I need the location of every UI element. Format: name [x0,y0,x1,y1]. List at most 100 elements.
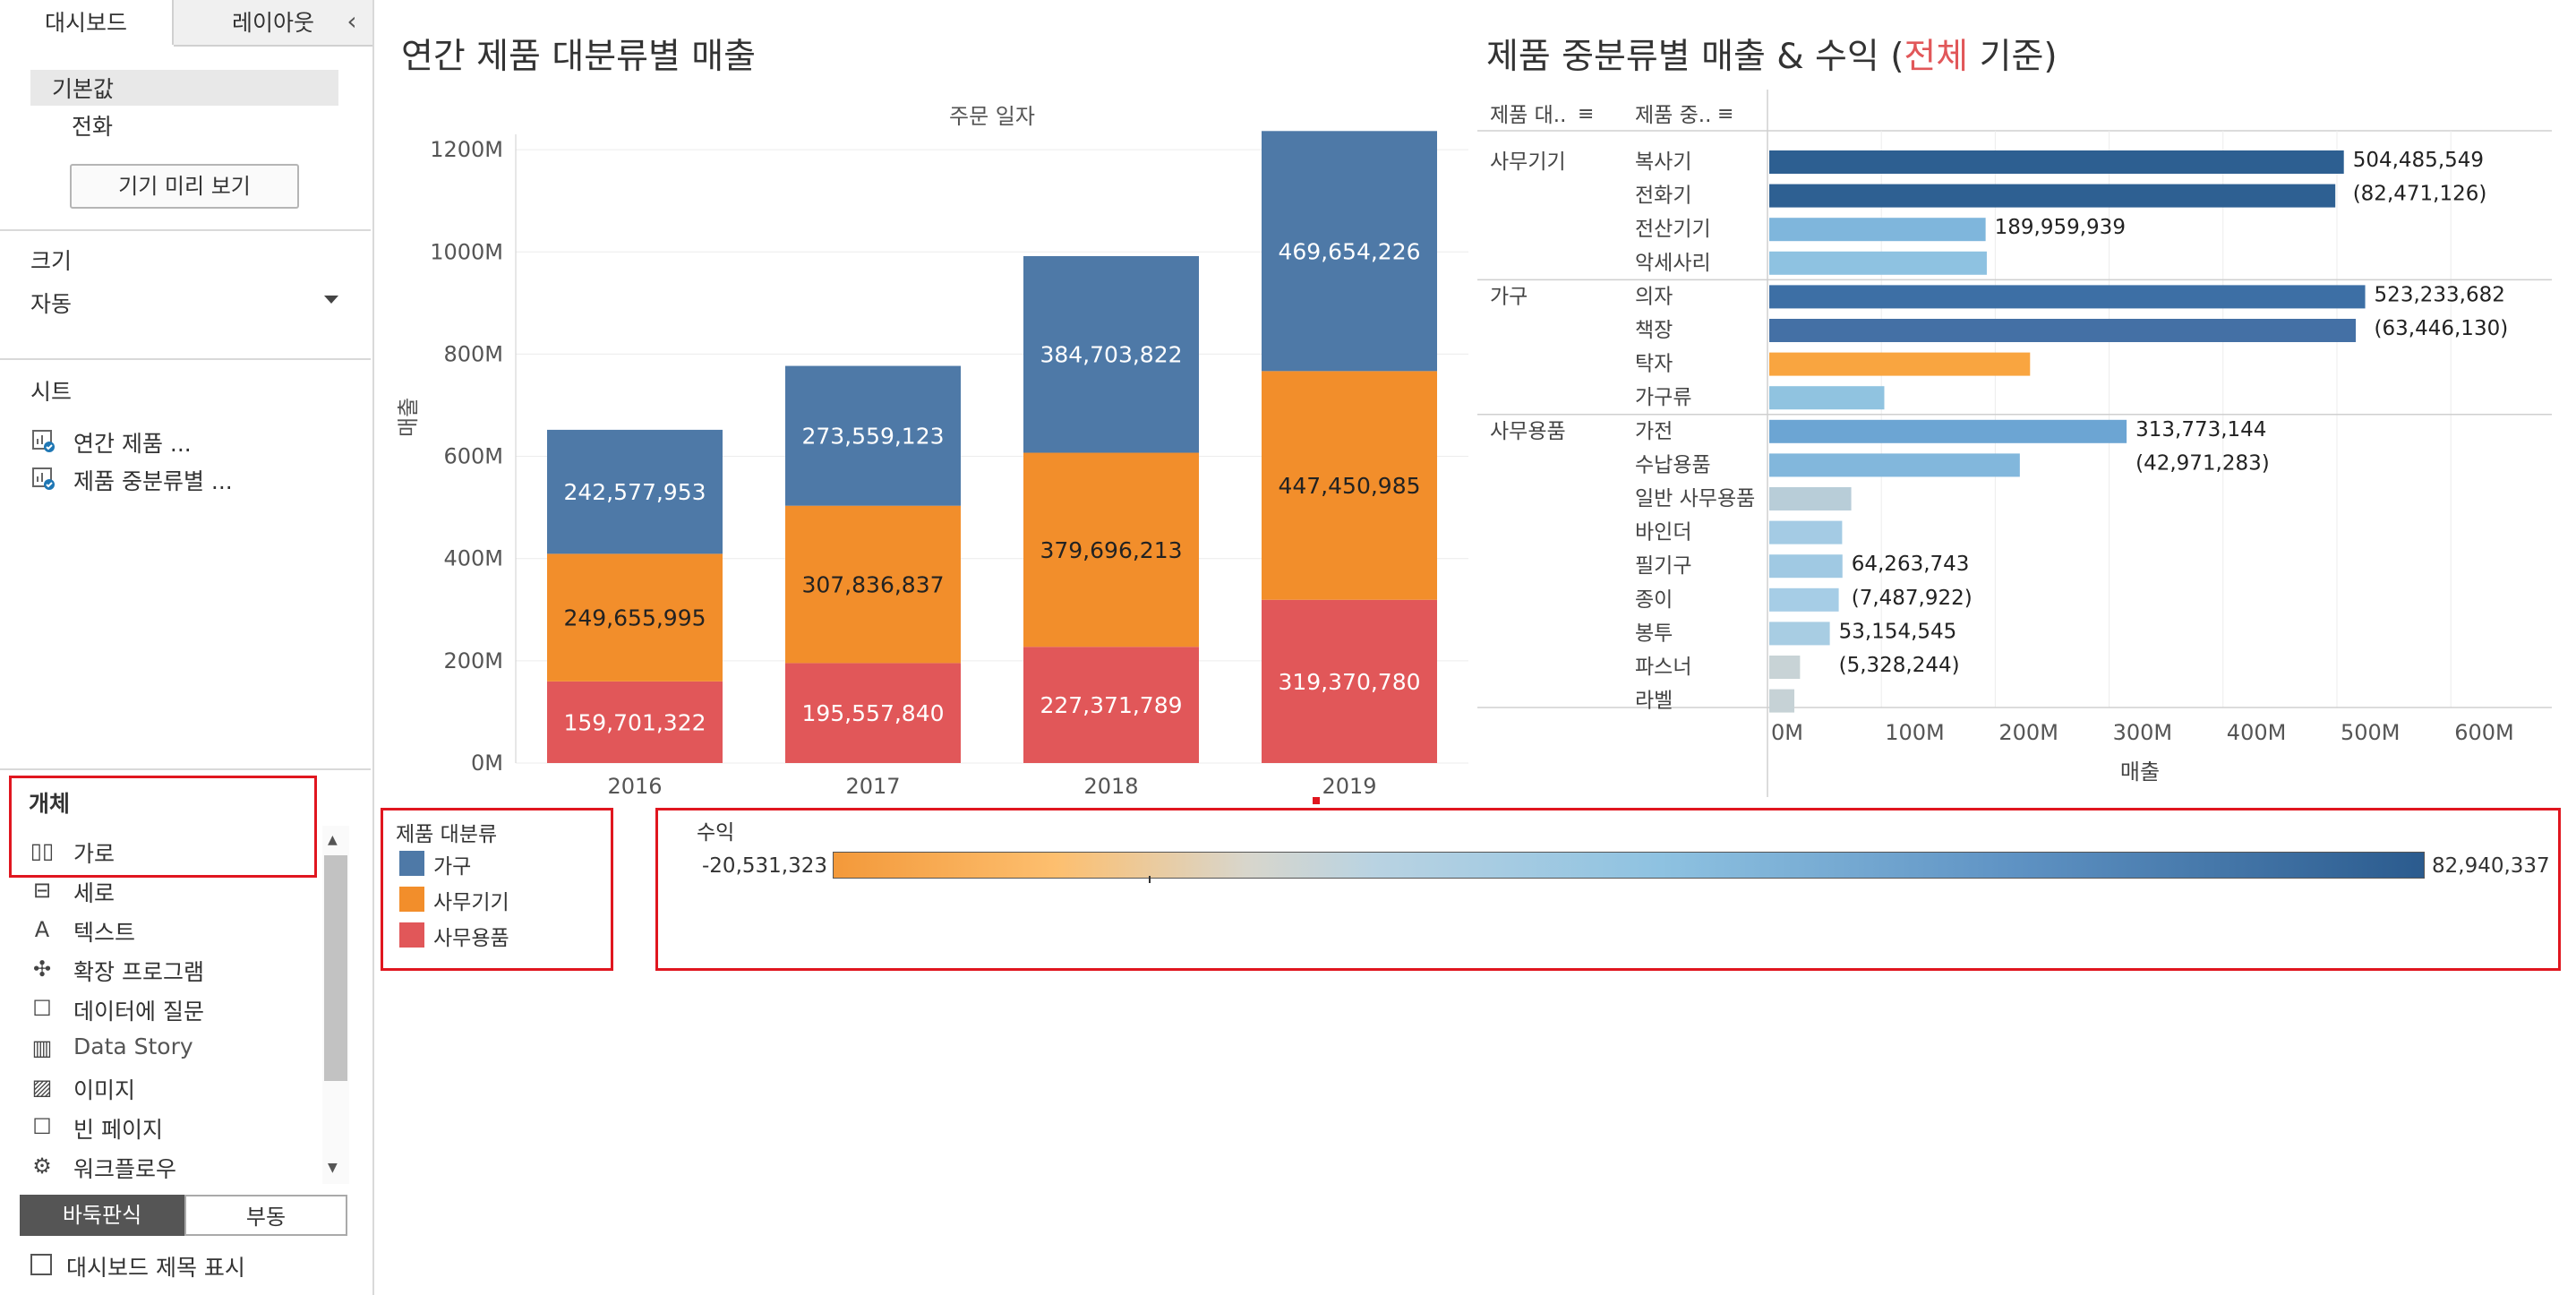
x-tick-label: 400M [2227,720,2287,745]
legend-swatch-office-supplies[interactable] [399,922,424,948]
bar-segment-office-supplies-2018 [1023,647,1199,763]
tab-dashboard[interactable]: 대시보드 [0,0,174,45]
tab-layout[interactable]: 레이아웃 [174,0,372,47]
profit-zero-tick [1149,876,1151,883]
size-label: 크기 [30,248,73,274]
chart2-title-highlight: 전체 [1904,37,1969,77]
subcategory-bar [1769,285,2366,309]
object-item-workflow[interactable]: 워크플로우 [73,1156,177,1182]
subcategory-label: 종이 [1635,588,1673,612]
divider [0,229,371,231]
subcategory-label: 가전 [1635,420,1673,443]
bar-data-label: 469,654,226 [1278,238,1420,264]
subcategory-label: 전화기 [1635,184,1691,208]
device-preview-button[interactable]: 기기 미리 보기 [70,164,299,209]
object-item-horizontal[interactable]: 가로 [73,841,116,867]
bar-segment-office-machines-2016 [547,553,723,682]
chart1-title: 연간 제품 대분류별 매출 [401,37,756,77]
profit-legend-title: 수익 [697,821,735,845]
bar-segment-office-machines-2017 [785,505,961,664]
collapse-panel-icon[interactable]: ‹ [347,6,357,36]
object-item-vertical[interactable]: 세로 [73,880,116,906]
bar-segment-furniture-2019 [1262,131,1437,372]
objects-scrollbar-thumb[interactable] [324,855,347,1081]
legend-swatch-furniture[interactable] [399,851,424,876]
object-item-text[interactable]: 텍스트 [73,920,136,946]
object-item-extension[interactable]: 확장 프로그램 [73,959,204,985]
divider [0,768,371,770]
device-item-phone[interactable]: 전화 [72,114,114,140]
horizontal-container-icon: ▯▯ [30,838,55,863]
legend-item-furniture[interactable]: 가구 [433,855,472,879]
subcategory-bar [1769,689,1794,713]
legend-item-office-machines[interactable]: 사무기기 [433,891,509,914]
bar-segment-office-supplies-2019 [1262,599,1437,763]
subcategory-label: 바인더 [1635,521,1691,545]
subcategory-bar [1769,487,1852,510]
chart2-title-part1: 제품 중분류별 매출 & 수익 ( [1486,37,1904,77]
divider [0,358,371,360]
data-story-icon: ▥ [31,1035,53,1060]
chart2-horizontal-bar-chart[interactable]: 제품 대.. 제품 중.. ≡ ≡ 0M 100M 200M 300M 400M 500M 600M… [1477,90,2552,806]
subcategory-bar [1769,453,2020,477]
category-row-label: 가구 [1490,285,1528,308]
subcategory-bar [1769,251,1987,275]
x-tick-label: 300M [2113,720,2173,745]
object-item-ask-data[interactable]: 데이터에 질문 [73,999,204,1025]
y-tick-label: 800M [443,341,503,366]
show-title-checkbox[interactable] [30,1254,52,1275]
object-item-data-story[interactable]: Data Story [73,1033,193,1059]
subcategory-bar [1769,386,1885,410]
legend-swatch-office-machines[interactable] [399,887,424,912]
sheet-item-annual[interactable]: 연간 제품 ... [73,431,192,457]
sales-data-label: 189,959,939 [1995,216,2126,239]
x-tick-label: 2018 [1083,774,1138,799]
device-item-default[interactable]: 기본값 [52,76,115,102]
bar-data-label: 249,655,995 [563,605,706,631]
profit-legend-min: -20,531,323 [702,854,827,878]
highlight-box-category-legend [381,808,613,971]
x-tick-label: 100M [1885,720,1945,745]
chevron-down-icon[interactable] [324,296,338,304]
text-icon: A [34,917,50,942]
y-tick-label: 1000M [430,239,503,264]
scroll-up-icon[interactable]: ▲ [328,833,338,847]
profit-data-label: (42,971,283) [2135,451,2270,475]
bar-segment-furniture-2017 [785,365,961,506]
object-item-blank[interactable]: 빈 페이지 [73,1117,163,1143]
y-tick-label: 400M [443,546,503,571]
scroll-down-icon[interactable]: ▼ [328,1161,338,1175]
bar-segment-furniture-2018 [1023,255,1199,453]
subcategory-label: 파스너 [1635,656,1691,679]
subcategory-label: 전산기기 [1635,218,1711,241]
subcategory-bar [1769,218,1986,242]
highlight-box-profit-legend [655,808,2561,971]
x-axis-label: 매출 [2120,759,2160,785]
bar-segment-office-machines-2018 [1023,452,1199,648]
y-tick-label: 600M [443,444,503,469]
sales-data-label: 53,154,545 [1839,620,1957,643]
x-tick-label: 500M [2341,720,2401,745]
bar-data-label: 447,450,985 [1278,473,1420,499]
subcategory-label: 책장 [1635,319,1673,342]
image-icon: ▨ [31,1075,53,1100]
bar-data-label: 379,696,213 [1040,537,1182,563]
objects-label: 개체 [29,791,71,817]
floating-toggle-button[interactable]: 부동 [184,1195,347,1236]
subcategory-label: 라벨 [1635,690,1673,713]
tiled-toggle-button[interactable]: 바둑판식 [20,1195,184,1236]
resize-handle[interactable] [1313,797,1320,804]
subcategory-bar [1769,150,2344,174]
subcategory-bar [1769,419,2127,443]
profit-color-ramp[interactable] [833,852,2425,879]
subcategory-label: 수납용품 [1635,453,1711,476]
legend-item-office-supplies[interactable]: 사무용품 [433,927,509,950]
object-item-image[interactable]: 이미지 [73,1077,136,1103]
sheet-item-subcategory[interactable]: 제품 중분류별 ... [73,468,233,494]
worksheet-icon [32,467,55,490]
bar-data-label: 159,701,322 [563,709,706,735]
dashboard-side-panel: 대시보드 레이아웃 ‹ 기본값 전화 기기 미리 보기 크기 자동 시트 연간 … [0,0,374,1295]
chart1-stacked-bar-chart[interactable]: 0M 200M 400M 600M 800M 1000M 1200M 159,701,322 2… [394,125,1486,806]
size-dropdown[interactable]: 자동 [30,291,73,317]
device-default-selected-bg [30,70,338,106]
